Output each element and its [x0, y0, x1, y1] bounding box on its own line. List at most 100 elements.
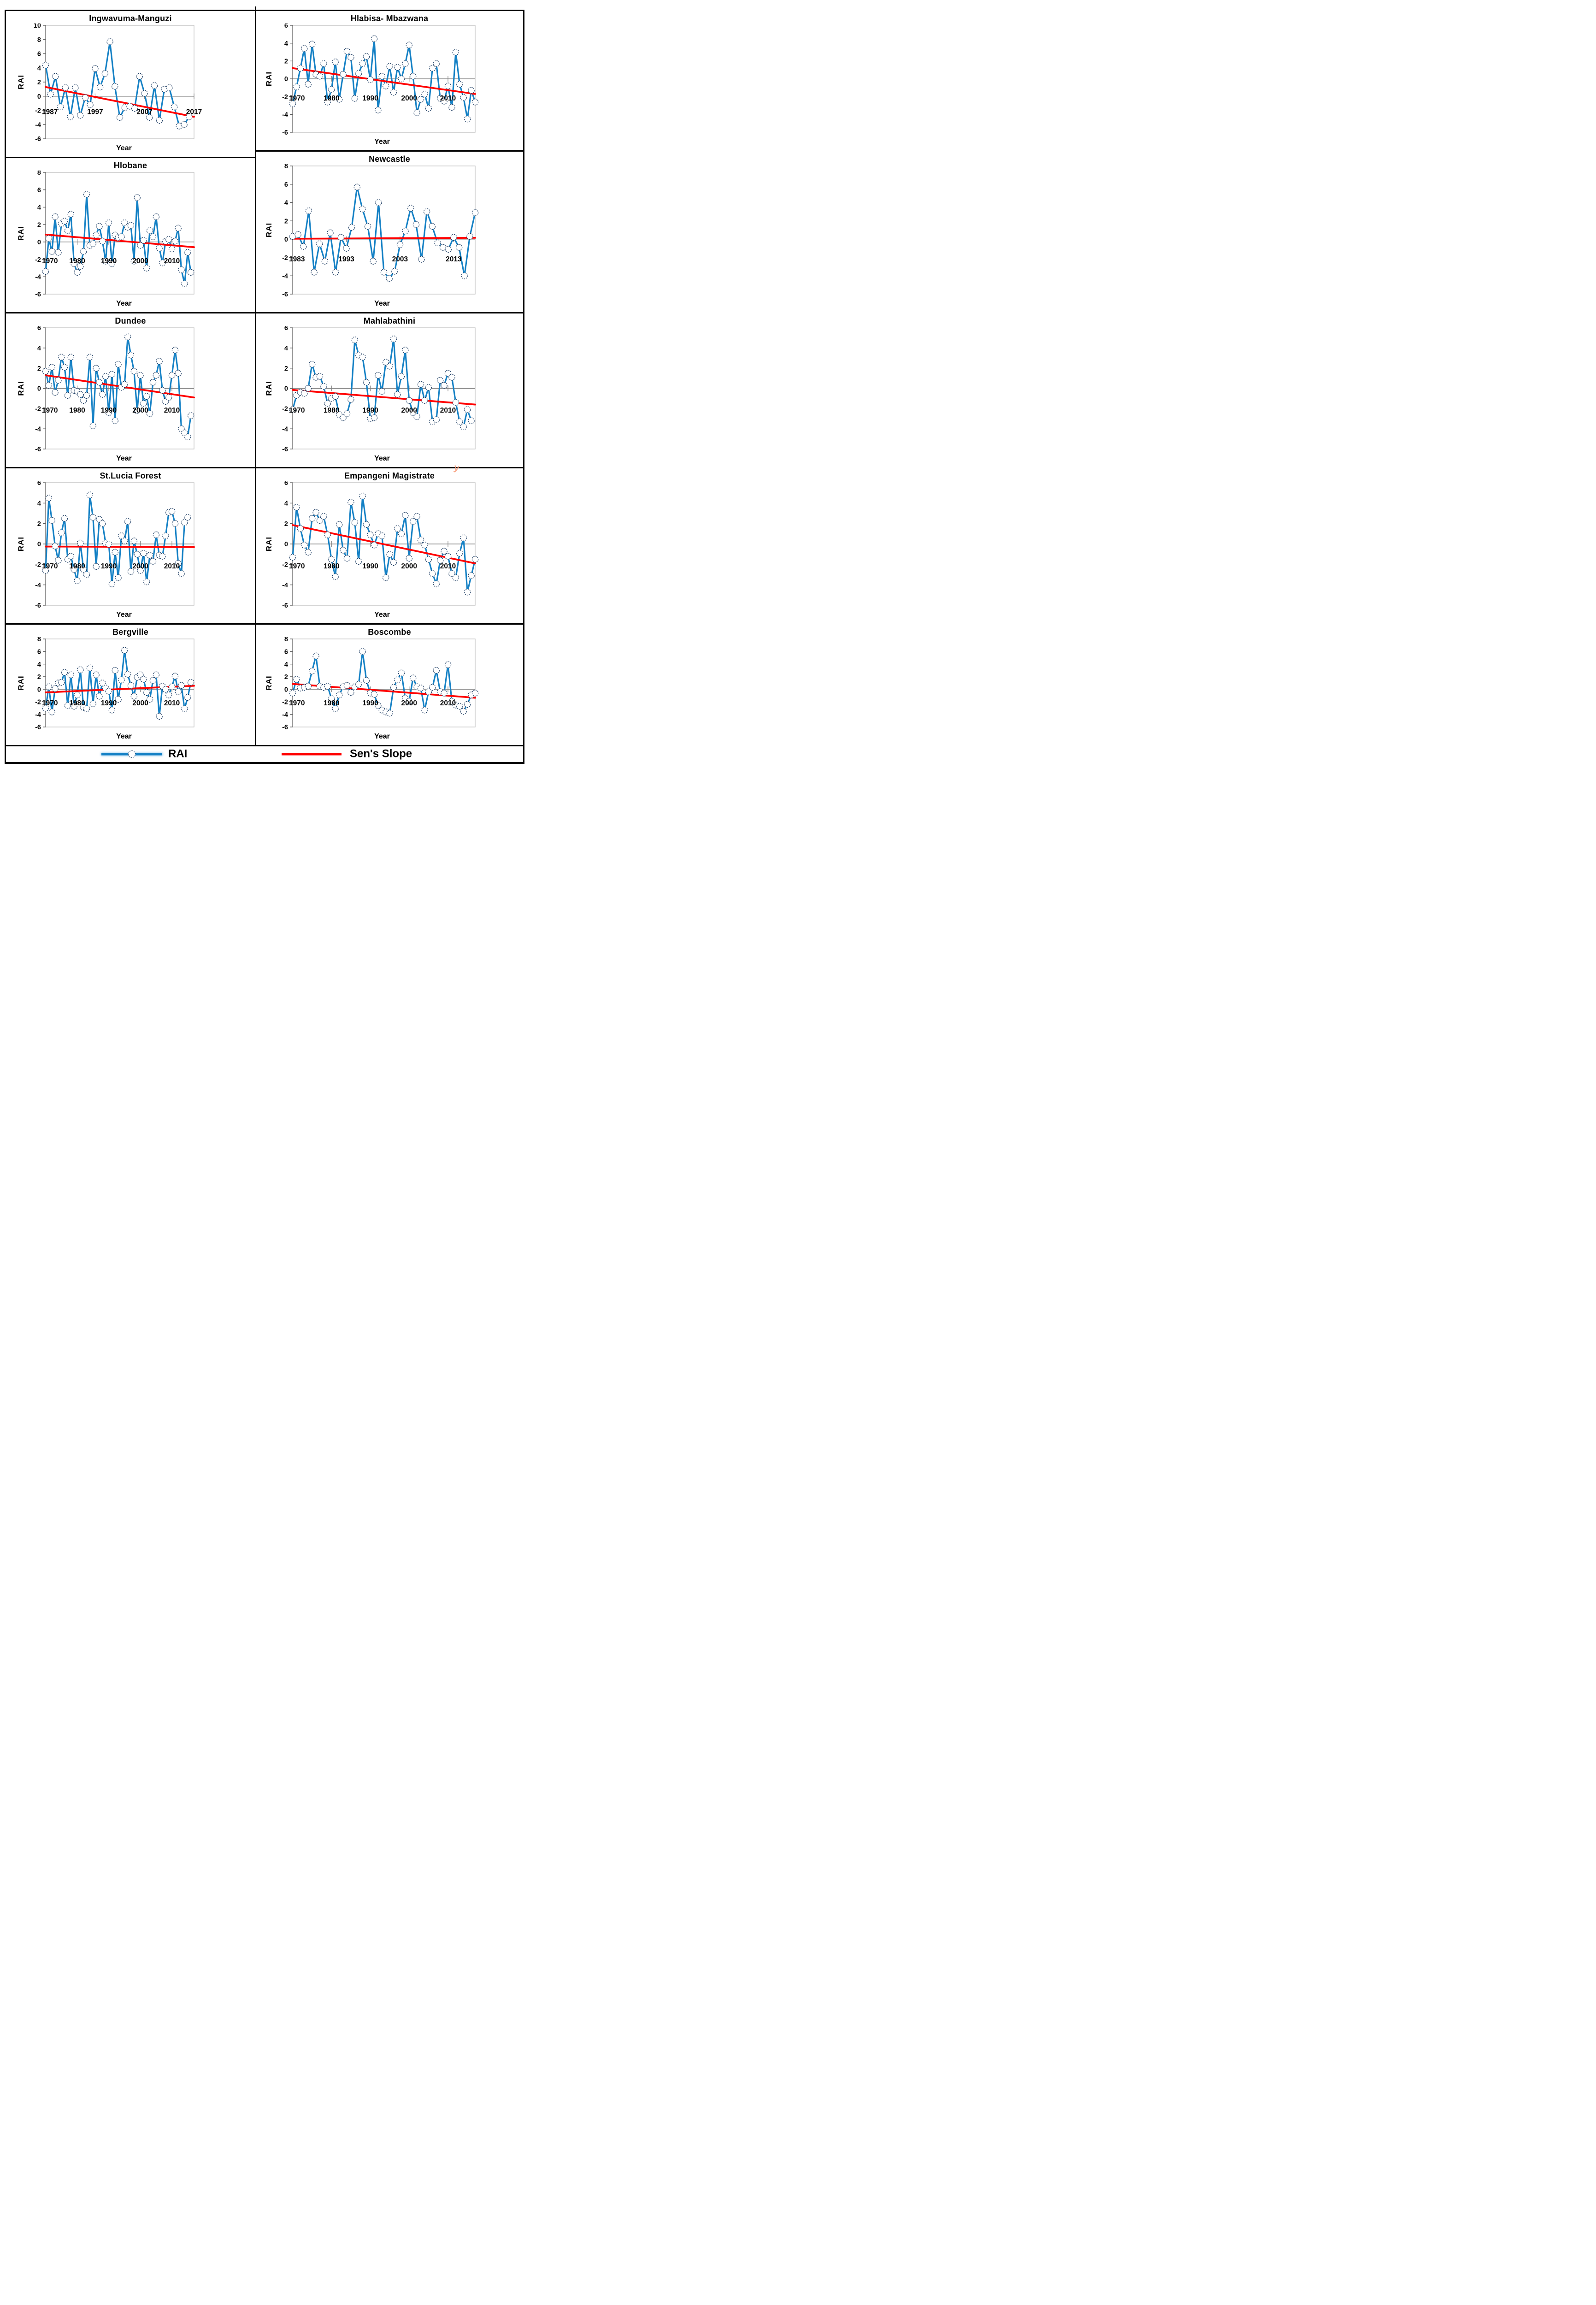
svg-text:2000: 2000	[132, 257, 148, 265]
svg-text:1980: 1980	[324, 562, 339, 570]
rai-series-markers	[42, 333, 194, 440]
x-axis-title: Year	[374, 611, 390, 619]
svg-text:-6: -6	[35, 446, 41, 453]
svg-text:-6: -6	[35, 291, 41, 298]
y-axis	[290, 482, 293, 606]
chart-title: Dundee	[115, 316, 146, 325]
chart-title: Boscombe	[368, 627, 411, 637]
chart-cell-hlobane: Hlobane -6 -4 -2 0 2 4 6 8 1970 1980 1990 2000 2010 R…	[6, 158, 255, 313]
svg-text:10: 10	[34, 24, 41, 30]
rai-series-markers	[42, 491, 191, 587]
svg-text:1987: 1987	[42, 108, 58, 116]
x-axis-title: Year	[374, 455, 390, 462]
svg-text:0: 0	[284, 686, 288, 693]
svg-text:-6: -6	[282, 129, 288, 136]
svg-text:1970: 1970	[42, 257, 58, 265]
svg-text:1970: 1970	[42, 407, 58, 414]
svg-text:2010: 2010	[440, 699, 456, 707]
y-tick-labels: -6 -4 -2 0 2 4 6 8 10	[34, 24, 41, 143]
chart-title: Mahlabathini	[363, 316, 416, 325]
rai-series-markers	[289, 648, 479, 717]
svg-text:2: 2	[37, 79, 41, 86]
svg-text:2010: 2010	[164, 699, 180, 707]
svg-text:-6: -6	[282, 446, 288, 453]
x-tick-labels: 1987 1997 2007 2017	[42, 108, 202, 116]
svg-text:-4: -4	[35, 711, 41, 719]
svg-text:2010: 2010	[164, 407, 180, 414]
y-tick-labels: -6 -4 -2 0 2 4 6 8	[35, 637, 41, 731]
svg-text:-4: -4	[35, 582, 41, 589]
sens-slope-line	[292, 236, 476, 240]
chart-title: Bergville	[112, 627, 148, 637]
y-axis-title: RAI	[265, 675, 273, 690]
svg-text:4: 4	[284, 345, 288, 352]
svg-text:1970: 1970	[289, 699, 305, 707]
svg-text:-4: -4	[35, 121, 41, 129]
y-axis-title: RAI	[17, 381, 25, 396]
svg-text:1990: 1990	[362, 699, 378, 707]
chart-cell-st-lucia-forest: St.Lucia Forest -6 -4 -2 0 2 4 6 1970 1980 1990 20…	[6, 468, 255, 625]
rai-series-markers	[42, 647, 194, 720]
svg-text:-4: -4	[35, 426, 41, 433]
y-axis-title: RAI	[265, 223, 273, 237]
svg-text:-2: -2	[35, 256, 41, 264]
sens-slope-line	[45, 233, 195, 248]
svg-text:4: 4	[37, 204, 41, 212]
x-tick-labels: 1970 1980 1990 2000 2010	[42, 257, 180, 265]
svg-text:0: 0	[37, 239, 41, 246]
x-axis-ticks	[331, 385, 448, 391]
svg-text:2000: 2000	[401, 562, 417, 570]
svg-text:1993: 1993	[338, 255, 354, 263]
svg-text:4: 4	[284, 661, 288, 668]
y-axis	[290, 638, 293, 727]
svg-text:-2: -2	[282, 561, 288, 569]
rai-series-markers	[289, 183, 479, 282]
y-tick-labels: -6 -4 -2 0 2 4 6	[35, 481, 41, 609]
svg-text:1990: 1990	[101, 257, 117, 265]
svg-text:1980: 1980	[324, 699, 339, 707]
rai-figure-panel: y Ingwavuma-Manguzi -6 -4 -2 0 2 4 6 8 10 1987 199…	[5, 6, 524, 764]
svg-text:-2: -2	[282, 406, 288, 413]
chart-grid: Ingwavuma-Manguzi -6 -4 -2 0 2 4 6 8 10 1987 1997 2…	[6, 11, 523, 745]
svg-text:2013: 2013	[446, 255, 462, 263]
chart-cell-boscombe: Boscombe -6 -4 -2 0 2 4 6 8 1970 1980 1990 2000 2010…	[256, 625, 523, 745]
chart-cell-hlabisa-mbazwana: Hlabisa- Mbazwana -6 -4 -2 0 2 4 6 1970 1980 1990…	[256, 11, 523, 152]
svg-text:-4: -4	[282, 112, 288, 119]
svg-text:2: 2	[284, 365, 288, 372]
rai-series-line	[292, 186, 476, 279]
chart-column-left: Ingwavuma-Manguzi -6 -4 -2 0 2 4 6 8 10 1987 1997 2…	[6, 11, 256, 745]
chart-title: Ingwavuma-Manguzi	[89, 14, 172, 23]
svg-text:6: 6	[37, 187, 41, 194]
chart-plot-hlobane: -6 -4 -2 0 2 4 6 8 1970 1980 1990 2000 2010 RAI	[17, 171, 195, 298]
svg-text:2003: 2003	[392, 255, 408, 263]
svg-text:-6: -6	[282, 602, 288, 609]
rai-series-markers	[289, 35, 479, 123]
svg-text:2: 2	[284, 520, 288, 528]
svg-text:8: 8	[284, 637, 288, 643]
rai-series-line	[45, 494, 188, 585]
svg-text:-6: -6	[35, 602, 41, 609]
y-axis	[43, 172, 46, 295]
svg-text:8: 8	[37, 36, 41, 44]
svg-text:-6: -6	[282, 724, 288, 731]
y-axis-title: RAI	[17, 675, 25, 690]
svg-text:0: 0	[37, 93, 41, 100]
svg-text:-4: -4	[282, 711, 288, 719]
chart-plot-boscombe: -6 -4 -2 0 2 4 6 8 1970 1980 1990 2000 2010 RAI	[265, 637, 479, 731]
x-axis-title: Year	[374, 300, 390, 307]
svg-text:1980: 1980	[69, 257, 85, 265]
chart-cell-newcastle: Newcastle -6 -4 -2 0 2 4 6 8 1983 1993 2003 2013 RAI…	[256, 152, 523, 313]
figure-legend: RAI Sen's Slope	[6, 745, 523, 762]
x-tick-labels: 1970 1980 1990 2000 2010	[289, 407, 456, 414]
svg-text:0: 0	[284, 76, 288, 83]
svg-text:4: 4	[37, 65, 41, 72]
chart-plot-empangeni-magistrate: -6 -4 -2 0 2 4 6 1970 1980 1990 2000 2010 RAI	[265, 481, 479, 609]
svg-text:2: 2	[37, 674, 41, 681]
chart-plot-hlabisa-mbazwana: -6 -4 -2 0 2 4 6 1970 1980 1990 2000 2010 RAI	[265, 24, 479, 136]
legend-rai-marker-icon	[128, 751, 135, 758]
svg-text:-2: -2	[282, 699, 288, 706]
svg-text:2000: 2000	[132, 699, 148, 707]
chart-plot-st-lucia-forest: -6 -4 -2 0 2 4 6 1970 1980 1990 2000 2010 RAI	[17, 481, 195, 609]
y-axis	[290, 327, 293, 449]
svg-text:-2: -2	[35, 406, 41, 413]
